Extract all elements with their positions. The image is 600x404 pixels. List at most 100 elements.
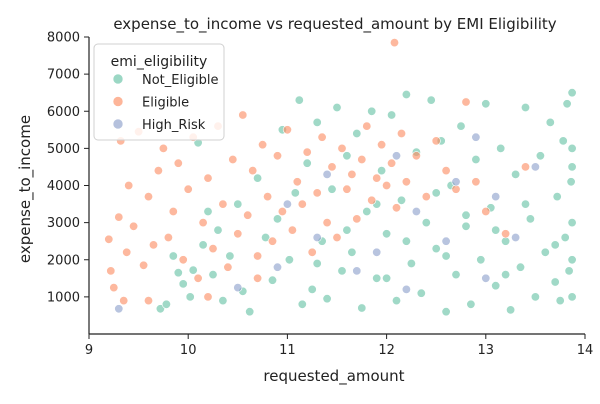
y-tick-label-5: 6000 bbox=[47, 105, 80, 120]
point-not-eligible-0 bbox=[155, 304, 165, 314]
point-not-eligible-52 bbox=[431, 244, 441, 254]
point-not-eligible-54 bbox=[441, 307, 451, 317]
point-not-eligible-35 bbox=[347, 247, 357, 257]
point-eligible-59 bbox=[387, 158, 397, 168]
legend-label-not-eligible: Not_Eligible bbox=[142, 73, 218, 88]
point-eligible-16 bbox=[173, 158, 183, 168]
points-layer bbox=[104, 38, 577, 317]
point-not-eligible-10 bbox=[208, 270, 218, 280]
point-eligible-32 bbox=[253, 251, 263, 261]
point-not-eligible-40 bbox=[372, 273, 382, 283]
point-high-risk-7 bbox=[411, 207, 421, 217]
legend-marker-eligible bbox=[112, 96, 124, 107]
point-eligible-36 bbox=[272, 151, 282, 161]
axes-layer: 9 10 11 12 13 14 1000 2000 3000 4000 5000 6000 7000 8… bbox=[47, 31, 593, 359]
legend-marker-high-risk bbox=[112, 118, 124, 130]
y-tick-label-3: 4000 bbox=[47, 179, 80, 194]
point-not-eligible-81 bbox=[562, 99, 572, 109]
point-high-risk-10 bbox=[491, 192, 501, 202]
point-not-eligible-38 bbox=[362, 207, 372, 217]
point-not-eligible-90 bbox=[342, 225, 352, 235]
legend-frame bbox=[93, 43, 225, 141]
point-not-eligible-30 bbox=[322, 294, 332, 304]
point-not-eligible-34 bbox=[342, 151, 352, 161]
point-not-eligible-72 bbox=[530, 292, 540, 302]
x-tick-label-4: 13 bbox=[478, 343, 495, 358]
point-eligible-17 bbox=[178, 255, 188, 265]
point-not-eligible-56 bbox=[451, 270, 461, 280]
point-not-eligible-46 bbox=[401, 90, 411, 100]
point-eligible-30 bbox=[243, 210, 253, 220]
point-not-eligible-88 bbox=[567, 88, 577, 98]
point-eligible-18 bbox=[183, 184, 193, 194]
point-not-eligible-12 bbox=[218, 296, 228, 306]
legend-title: emi_eligibility bbox=[111, 54, 208, 70]
point-not-eligible-89 bbox=[567, 162, 577, 172]
point-eligible-23 bbox=[208, 244, 218, 254]
point-eligible-69 bbox=[461, 97, 471, 107]
point-eligible-67 bbox=[441, 166, 451, 176]
point-eligible-20 bbox=[193, 273, 203, 283]
point-eligible-37 bbox=[277, 207, 287, 217]
point-eligible-3 bbox=[114, 212, 124, 222]
point-eligible-29 bbox=[238, 110, 248, 120]
point-eligible-76 bbox=[144, 296, 154, 306]
x-tick-label-5: 14 bbox=[577, 343, 594, 358]
point-not-eligible-25 bbox=[297, 299, 307, 309]
x-tick-label-3: 12 bbox=[378, 343, 395, 358]
point-eligible-77 bbox=[119, 296, 129, 306]
point-eligible-54 bbox=[362, 121, 372, 131]
point-eligible-7 bbox=[129, 221, 139, 231]
point-high-risk-3 bbox=[322, 169, 332, 179]
point-not-eligible-8 bbox=[198, 240, 208, 250]
point-eligible-41 bbox=[297, 199, 307, 209]
point-not-eligible-32 bbox=[332, 103, 342, 113]
point-eligible-49 bbox=[337, 143, 347, 153]
point-eligible-0 bbox=[104, 234, 114, 244]
point-not-eligible-37 bbox=[357, 303, 367, 313]
point-eligible-50 bbox=[342, 184, 352, 194]
point-not-eligible-87 bbox=[567, 143, 577, 153]
point-eligible-43 bbox=[307, 247, 317, 257]
point-not-eligible-9 bbox=[203, 207, 213, 217]
point-eligible-74 bbox=[253, 273, 263, 283]
point-not-eligible-65 bbox=[496, 143, 506, 153]
point-eligible-44 bbox=[312, 188, 322, 198]
point-not-eligible-49 bbox=[416, 288, 426, 298]
point-eligible-51 bbox=[347, 169, 357, 179]
point-eligible-66 bbox=[431, 136, 441, 146]
point-eligible-14 bbox=[163, 233, 173, 243]
point-high-risk-1 bbox=[233, 283, 243, 293]
point-not-eligible-82 bbox=[564, 266, 574, 276]
point-not-eligible-19 bbox=[267, 275, 277, 285]
point-not-eligible-95 bbox=[491, 225, 501, 235]
point-eligible-42 bbox=[302, 147, 312, 157]
point-eligible-73 bbox=[520, 162, 530, 172]
point-not-eligible-99 bbox=[382, 273, 392, 283]
y-tick-label-4: 5000 bbox=[47, 142, 80, 157]
point-eligible-11 bbox=[149, 240, 159, 250]
point-not-eligible-11 bbox=[213, 225, 223, 235]
point-not-eligible-45 bbox=[396, 195, 406, 205]
legend-marker-not-eligible bbox=[112, 73, 124, 85]
point-not-eligible-70 bbox=[520, 103, 530, 113]
point-eligible-27 bbox=[228, 155, 238, 165]
point-eligible-62 bbox=[396, 129, 406, 139]
point-eligible-35 bbox=[267, 236, 277, 246]
point-high-risk-16 bbox=[272, 262, 282, 272]
point-eligible-45 bbox=[317, 132, 327, 142]
point-not-eligible-27 bbox=[307, 284, 317, 294]
legend-label-high-risk: High_Risk bbox=[142, 118, 206, 133]
point-eligible-53 bbox=[357, 155, 367, 165]
point-eligible-22 bbox=[203, 173, 213, 183]
point-not-eligible-39 bbox=[367, 106, 377, 116]
point-eligible-1 bbox=[106, 266, 116, 276]
point-eligible-65 bbox=[421, 192, 431, 202]
point-not-eligible-76 bbox=[550, 277, 560, 287]
point-high-risk-11 bbox=[511, 233, 521, 243]
point-not-eligible-100 bbox=[441, 251, 451, 261]
point-not-eligible-16 bbox=[245, 307, 255, 317]
point-eligible-5 bbox=[122, 247, 132, 257]
